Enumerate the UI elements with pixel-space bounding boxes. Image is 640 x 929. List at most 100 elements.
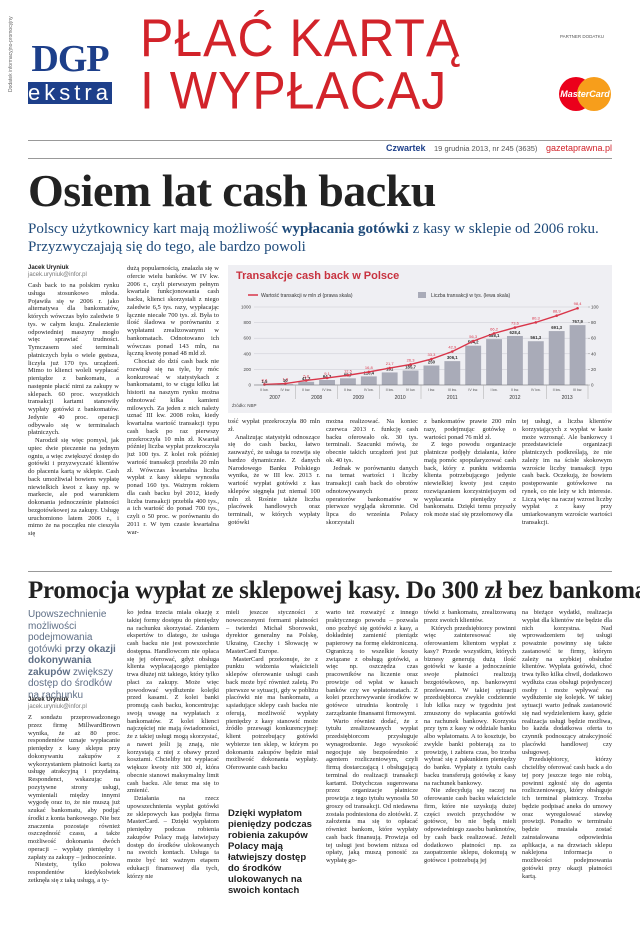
bar — [548, 331, 565, 385]
column: na bieżące wydatki, realizacja wypłat dl… — [522, 609, 612, 927]
bar — [381, 372, 398, 385]
y2-tick-label: 0 — [591, 383, 594, 388]
partner-logo-text: MasterCard — [560, 89, 610, 99]
line-point — [409, 363, 412, 366]
rule — [28, 158, 612, 159]
bar-value-label: 306,1 — [447, 355, 458, 360]
paragraph: Niestety, tylko połowa respondentów kied… — [28, 861, 120, 884]
year-label: 2009 — [353, 395, 364, 401]
supplement-title: PŁAĆ KARTĄ I WYPŁACAJ — [140, 12, 460, 117]
bar-value-label: 561,3 — [530, 335, 541, 340]
paragraph: MasterCard przekonuje, że z punktu widze… — [226, 655, 318, 772]
column: Z sondażu przeprowadzonego przez firmę M… — [28, 714, 120, 927]
line-point — [388, 366, 391, 370]
bar-value-label: 767,9 — [572, 319, 583, 324]
line-point — [263, 383, 266, 386]
lead: Upowszechnienie możliwości podejmowania … — [28, 609, 122, 701]
y-tick-label: 400 — [243, 351, 251, 356]
y2-tick-label: 60 — [591, 336, 597, 341]
side-note: Dodatek informacyjno-promocyjny — [8, 16, 14, 92]
legend-label: Liczba transakcji w tys. (lewa skala) — [431, 293, 511, 299]
line-point — [555, 314, 558, 317]
legend-label: Wartość transakcji w mln zł (prawa skala… — [261, 293, 353, 299]
year-label: 2013 — [562, 395, 573, 401]
line-point — [492, 332, 496, 335]
line-point — [284, 382, 287, 385]
column: dużą popularnością, znalazła się w oferc… — [127, 265, 219, 566]
bar-value-label: 64,3 — [323, 374, 332, 379]
bar-value-label: 1,5 — [261, 379, 268, 384]
x-tick-label: III kw. — [448, 388, 457, 392]
paragraph: Analizując statystyki odnoszące się do c… — [228, 433, 320, 526]
chart-title: Transakcje cash back w Polsce — [236, 270, 399, 282]
line-value-label: 33,3 — [428, 352, 437, 357]
bar-value-label: 691,3 — [551, 325, 562, 330]
bar-value-label: 41,3 — [302, 376, 311, 381]
line-value-label: 42,9 — [448, 345, 457, 350]
line-value-label: 0,7 — [262, 377, 268, 382]
rule — [28, 571, 612, 572]
year-label: 2011 — [447, 395, 458, 401]
x-tick-label: IV kw. — [406, 388, 416, 392]
headline: Promocja wypłat ze sklepowej kasy. Do 30… — [28, 577, 640, 604]
line-point — [471, 339, 475, 343]
paragraph: Jednak w porównaniu danych na temat wart… — [326, 464, 418, 526]
year-label: 2008 — [311, 395, 322, 401]
column: można realizować. Na koniec czerwca 2013… — [326, 418, 418, 566]
paragraph: tej usługi, a liczba klientów korzystają… — [522, 418, 612, 526]
bar — [340, 378, 356, 385]
bold-text: wypłacania gotówki — [281, 221, 409, 237]
line — [264, 307, 578, 386]
paragraph: dużą popularnością, znalazła się w oferc… — [127, 265, 219, 358]
issue-line: Czwartek 19 grudnia 2013, nr 245 (3635) … — [386, 143, 612, 153]
paragraph: mieli jeszcze styczności z nowoczesnymi … — [226, 609, 318, 655]
x-tick-label: I kw. — [490, 388, 497, 392]
y2-tick-label: 40 — [591, 351, 597, 356]
subhead: Polscy użytkownicy kart mają możliwość w… — [28, 220, 618, 256]
byline: Jacek Uryniuk jacek.uryniuk@infor.pl — [28, 265, 87, 279]
line-point — [346, 373, 350, 377]
line-value-label: 21,7 — [386, 361, 395, 366]
bar-value-label: 588,1 — [489, 333, 500, 338]
date: 19 grudnia 2013, nr 245 (3635) — [434, 144, 538, 153]
column: ko jedna trzecia miała okazję z takiej f… — [127, 609, 219, 927]
website: gazetaprawna.pl — [545, 143, 612, 153]
year-label: 2007 — [269, 395, 280, 401]
line-value-label: 56,3 — [469, 334, 478, 339]
line-value-label: 98,4 — [574, 301, 583, 306]
bar-value-label: 10 — [283, 378, 288, 383]
column: tość wypłat przekroczyła 80 mln zł. Anali… — [228, 418, 320, 566]
email: jacek.uryniuk@infor.pl — [28, 272, 87, 278]
rule — [28, 140, 612, 141]
bar — [507, 335, 523, 385]
text: zwiększy dostęp do środków na rachunku — [28, 666, 114, 701]
x-tick-label: IV kw. — [468, 388, 478, 392]
text: Polscy użytkownicy kart mają możliwość — [28, 221, 282, 237]
paragraph: na bieżące wydatki, realizacja wypłat dl… — [522, 609, 612, 756]
x-tick-label: III kw. — [573, 388, 582, 392]
chart-source: Źródło: NBP — [232, 402, 257, 408]
x-tick-label: II kw. — [511, 388, 519, 392]
pull-quote: Dzięki wypłatom pieniędzy podczas robien… — [228, 808, 312, 896]
line-point — [304, 379, 308, 382]
column: mieli jeszcze styczności z nowoczesnymi … — [226, 609, 318, 799]
line-value-label: 5,8 — [303, 373, 309, 378]
chart: Transakcje cash back w Polsce Źródło: NB… — [228, 265, 612, 413]
paragraph: warto też rozważyć z innego praktycznego… — [326, 609, 418, 717]
paragraph: Chociaż do dziś cash back nie rozwinął s… — [127, 358, 219, 536]
author: Jacek Uryniuk — [28, 265, 69, 271]
title-line: I WYPŁACAJ — [140, 61, 448, 121]
line-point — [325, 376, 329, 380]
bar — [423, 365, 440, 385]
line-value-label: 1,8 — [283, 377, 289, 382]
line-point — [534, 321, 538, 324]
paragraph: Cash back to na polskim rynku usługa sto… — [28, 282, 119, 437]
x-tick-label: IV kw. — [281, 388, 291, 392]
paragraph: z bankomatów prawie 200 mln razy, podejm… — [424, 418, 516, 441]
bar — [319, 379, 335, 385]
paragraph: można realizować. Na koniec czerwca 2013… — [326, 418, 418, 464]
paragraph: Działania na rzecz upowszechnienia wypła… — [127, 795, 219, 880]
year-label: 2010 — [395, 395, 406, 401]
bar — [298, 381, 315, 385]
